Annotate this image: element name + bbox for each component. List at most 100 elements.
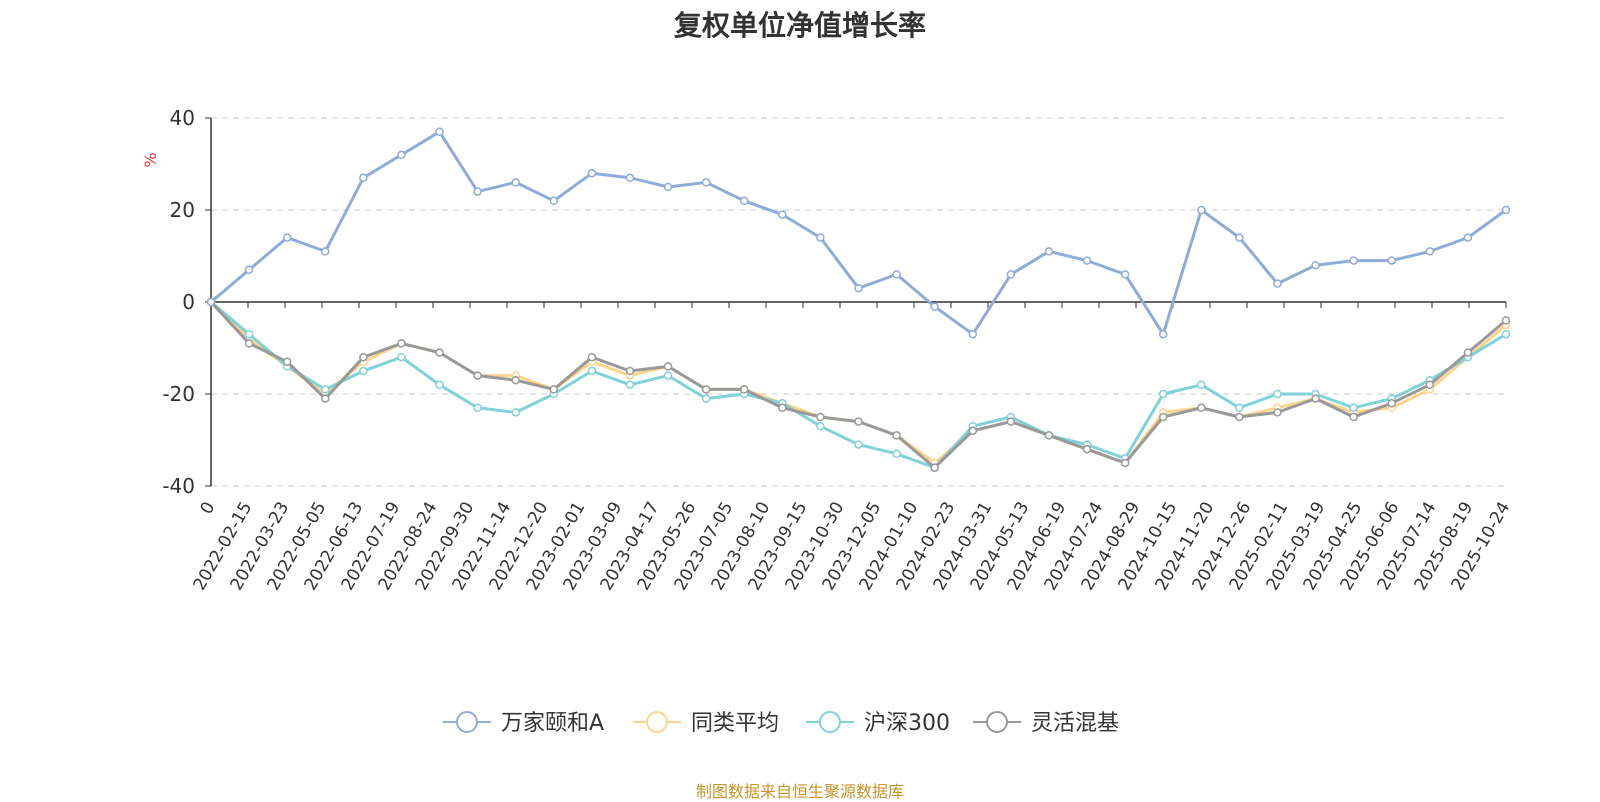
chart-title: 复权单位净值增长率 [673, 9, 926, 42]
data-point [282, 357, 292, 367]
data-point [663, 362, 673, 371]
data-point [321, 394, 330, 403]
data-point [1158, 329, 1168, 339]
data-point [701, 178, 711, 187]
data-point [1425, 380, 1435, 390]
data-point [435, 348, 444, 357]
data-point [1273, 279, 1282, 288]
data-point [892, 270, 901, 279]
data-point [816, 233, 825, 242]
data-point [739, 385, 749, 394]
legend: 万家颐和A 同类平均 沪深300 灵活混基 [443, 711, 1119, 736]
data-point [1501, 329, 1511, 339]
data-point [359, 366, 368, 376]
legend-label: 同类平均 [691, 711, 779, 736]
data-point [1387, 256, 1396, 265]
legend-swatch-marker [819, 711, 841, 733]
x-tick-label: 0 [197, 499, 220, 518]
data-point [435, 380, 444, 390]
legend-label: 灵活混基 [1031, 711, 1119, 736]
data-point [1311, 394, 1320, 403]
series-line [210, 130, 1507, 336]
data-point [1349, 403, 1358, 413]
data-point [282, 233, 292, 242]
data-point [1158, 412, 1168, 422]
data-point [1349, 412, 1358, 422]
data-point [359, 352, 368, 362]
data-point [549, 196, 559, 206]
series-layer [206, 127, 1511, 472]
data-point [587, 366, 597, 376]
data-point [1197, 380, 1206, 390]
data-point [1197, 205, 1206, 215]
legend-label: 万家颐和A [501, 711, 604, 736]
data-point [625, 380, 635, 390]
data-point [1273, 408, 1282, 417]
data-point [892, 449, 901, 459]
data-point [1501, 316, 1511, 325]
data-point [321, 247, 330, 256]
data-point [1082, 256, 1092, 265]
data-point [701, 385, 711, 394]
data-point [1120, 270, 1130, 279]
data-point [1082, 444, 1092, 454]
data-point [1463, 348, 1473, 357]
data-point [1425, 247, 1435, 256]
data-point [435, 127, 444, 137]
y-tick-label: 40 [170, 106, 195, 130]
axes: 40200-20-40%02022-02-152022-03-232022-05… [141, 106, 1514, 594]
y-tick-label: -20 [162, 382, 195, 406]
data-point [244, 265, 254, 275]
data-point [473, 403, 482, 413]
legend-swatch-marker [646, 711, 668, 733]
data-point [473, 187, 482, 196]
data-point [854, 440, 863, 449]
data-point [1120, 458, 1130, 468]
data-point [892, 431, 901, 440]
data-point [511, 375, 520, 385]
data-point [625, 366, 635, 376]
data-point [1044, 247, 1054, 256]
series-line [209, 300, 1507, 465]
data-point [1235, 412, 1244, 422]
y-tick-label: 20 [170, 198, 195, 222]
data-point [854, 417, 863, 426]
data-point [778, 403, 787, 413]
data-point [321, 385, 330, 394]
data-point [359, 173, 368, 183]
data-point [244, 339, 254, 348]
data-point [473, 371, 482, 380]
legend-label: 沪深300 [864, 711, 950, 736]
data-point [663, 182, 673, 192]
data-point [1501, 205, 1511, 215]
data-point [587, 352, 597, 362]
data-point [1235, 403, 1244, 413]
data-point [778, 210, 787, 219]
data-point [1273, 389, 1282, 399]
data-point [1235, 233, 1244, 242]
data-point [1006, 270, 1016, 279]
data-point [1311, 260, 1320, 270]
data-point [1349, 256, 1358, 265]
data-point [1197, 403, 1206, 413]
data-point [1006, 417, 1016, 426]
data-point [816, 421, 825, 431]
data-point [511, 178, 520, 187]
y-tick-label: -40 [162, 474, 195, 498]
data-point [1463, 233, 1473, 242]
data-point [968, 426, 978, 436]
data-point [1044, 431, 1054, 440]
data-point [930, 302, 939, 311]
data-point [930, 463, 939, 472]
data-point [701, 394, 711, 403]
data-point [854, 283, 863, 293]
data-point [1387, 398, 1396, 408]
data-point [663, 371, 673, 380]
data-point [739, 196, 749, 206]
data-point [549, 385, 559, 394]
data-source-note: 制图数据来自恒生聚源数据库 [695, 782, 904, 801]
data-point [244, 329, 254, 339]
data-point [397, 150, 406, 160]
data-point [511, 408, 520, 417]
